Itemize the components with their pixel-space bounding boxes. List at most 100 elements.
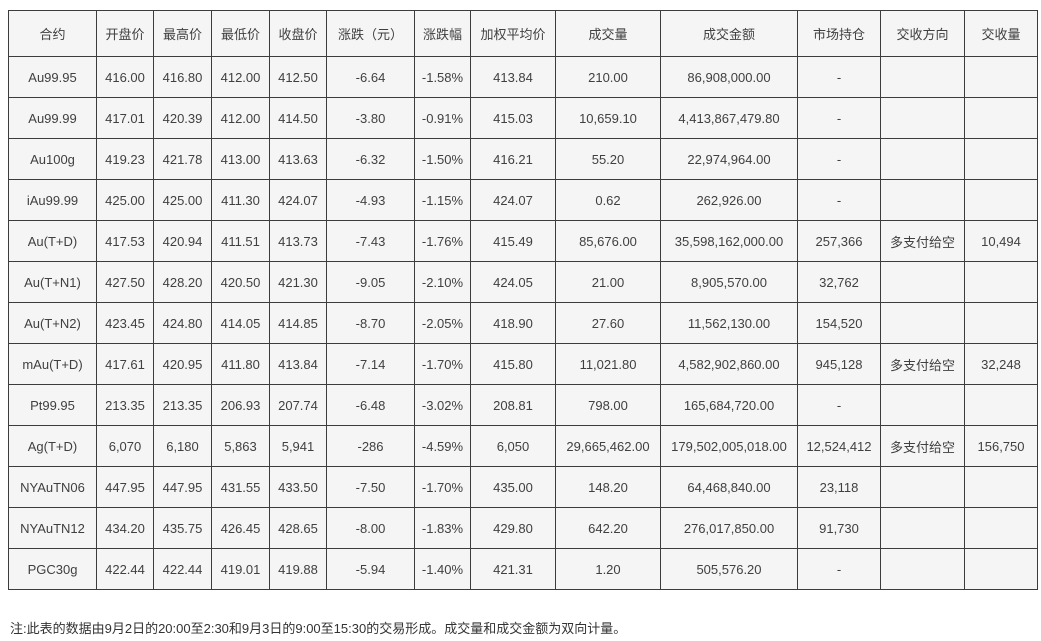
value-cell [880,56,965,98]
value-cell: 207.74 [269,384,327,426]
value-cell: 5,863 [211,425,270,467]
value-cell: 798.00 [555,384,661,426]
value-cell: - [797,384,881,426]
value-cell: 0.62 [555,179,661,221]
value-cell: 417.61 [96,343,154,385]
value-cell: 428.20 [153,261,212,303]
value-cell: -7.50 [326,466,415,508]
contract-cell: Ag(T+D) [8,425,97,467]
value-cell: 413.84 [470,56,556,98]
value-cell: - [797,138,881,180]
value-cell: 22,974,964.00 [660,138,798,180]
table-row: NYAuTN06 447.95 447.95 431.55 433.50 -7.50 -1.… [8,466,1038,508]
value-cell: 413.00 [211,138,270,180]
value-cell: 64,468,840.00 [660,466,798,508]
value-cell: 413.84 [269,343,327,385]
value-cell: 55.20 [555,138,661,180]
column-header: 涨跌（元） [326,10,415,57]
value-cell: -6.48 [326,384,415,426]
value-cell: 86,908,000.00 [660,56,798,98]
value-cell: -2.05% [414,302,471,344]
column-header: 交收方向 [880,10,965,57]
value-cell: -7.14 [326,343,415,385]
value-cell: 11,021.80 [555,343,661,385]
value-cell: 434.20 [96,507,154,549]
value-cell: 262,926.00 [660,179,798,221]
value-cell: 多支付给空 [880,425,965,467]
value-cell: 419.88 [269,548,327,590]
value-cell: 412.00 [211,56,270,98]
value-cell: 424.80 [153,302,212,344]
value-cell: -1.70% [414,343,471,385]
value-cell: 210.00 [555,56,661,98]
table-row: Pt99.95 213.35 213.35 206.93 207.74 -6.48 -3.0… [8,384,1038,426]
value-cell: 414.85 [269,302,327,344]
value-cell: 206.93 [211,384,270,426]
value-cell: 423.45 [96,302,154,344]
column-header: 收盘价 [269,10,327,57]
value-cell: -1.83% [414,507,471,549]
table-row: Au99.99 417.01 420.39 412.00 414.50 -3.80 -0.9… [8,97,1038,139]
value-cell: 32,762 [797,261,881,303]
header-row: 合约 开盘价 最高价 最低价 收盘价 涨跌（元） 涨跌幅 加权平均价 成交量 成交金额 市场持仓 交收… [8,10,1038,57]
value-cell: 148.20 [555,466,661,508]
value-cell: 4,413,867,479.80 [660,97,798,139]
value-cell: 425.00 [96,179,154,221]
value-cell: 414.50 [269,97,327,139]
value-cell: 421.31 [470,548,556,590]
value-cell: 412.00 [211,97,270,139]
value-cell: 447.95 [153,466,212,508]
contract-cell: iAu99.99 [8,179,97,221]
value-cell: -2.10% [414,261,471,303]
value-cell: 420.94 [153,220,212,262]
value-cell: 29,665,462.00 [555,425,661,467]
value-cell: 415.80 [470,343,556,385]
contract-cell: PGC30g [8,548,97,590]
value-cell: - [797,97,881,139]
value-cell: -3.80 [326,97,415,139]
value-cell: 多支付给空 [880,220,965,262]
value-cell: 413.73 [269,220,327,262]
value-cell: -1.76% [414,220,471,262]
value-cell: 27.60 [555,302,661,344]
value-cell: 413.63 [269,138,327,180]
column-header: 成交量 [555,10,661,57]
value-cell: 412.50 [269,56,327,98]
value-cell: 32,248 [964,343,1038,385]
value-cell: 426.45 [211,507,270,549]
value-cell [880,138,965,180]
table-row: Ag(T+D) 6,070 6,180 5,863 5,941 -286 -4.59% 6,0… [8,425,1038,467]
value-cell: 417.01 [96,97,154,139]
value-cell: 425.00 [153,179,212,221]
table-row: iAu99.99 425.00 425.00 411.30 424.07 -4.93 -1.… [8,179,1038,221]
value-cell: -1.50% [414,138,471,180]
value-cell: 12,524,412 [797,425,881,467]
value-cell: -8.70 [326,302,415,344]
contract-cell: Au100g [8,138,97,180]
contract-cell: Au(T+N2) [8,302,97,344]
value-cell: -0.91% [414,97,471,139]
value-cell: 418.90 [470,302,556,344]
value-cell: 21.00 [555,261,661,303]
value-cell: 411.30 [211,179,270,221]
contract-cell: Au99.95 [8,56,97,98]
value-cell: 411.51 [211,220,270,262]
table-row: Au(T+N1) 427.50 428.20 420.50 421.30 -9.05 -2.… [8,261,1038,303]
contract-cell: NYAuTN12 [8,507,97,549]
value-cell: 91,730 [797,507,881,549]
value-cell: 11,562,130.00 [660,302,798,344]
value-cell: 6,070 [96,425,154,467]
column-header: 成交金额 [660,10,798,57]
column-header: 加权平均价 [470,10,556,57]
value-cell [964,179,1038,221]
contract-cell: Au(T+N1) [8,261,97,303]
value-cell: 422.44 [96,548,154,590]
value-cell: 414.05 [211,302,270,344]
value-cell: -1.70% [414,466,471,508]
value-cell: -1.40% [414,548,471,590]
value-cell: -6.64 [326,56,415,98]
value-cell: 6,180 [153,425,212,467]
value-cell: 419.23 [96,138,154,180]
value-cell [880,179,965,221]
